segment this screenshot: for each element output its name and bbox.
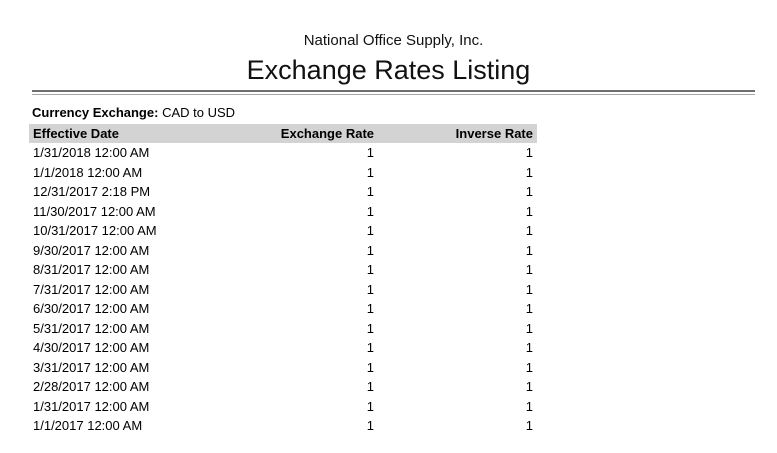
exchange-rate-cell: 1 [254, 240, 378, 260]
exchange-rate-cell: 1 [254, 260, 378, 280]
table-row: 9/30/2017 12:00 AM 1 1 [29, 240, 537, 260]
effective-date-cell: 1/1/2017 12:00 AM [29, 416, 254, 436]
effective-date-cell: 1/1/2018 12:00 AM [29, 162, 254, 182]
inverse-rate-cell: 1 [378, 299, 537, 319]
exchange-rate-cell: 1 [254, 299, 378, 319]
exchange-rate-cell: 1 [254, 279, 378, 299]
effective-date-cell: 8/31/2017 12:00 AM [29, 260, 254, 280]
inverse-rate-cell: 1 [378, 221, 537, 241]
exchange-rate-cell: 1 [254, 396, 378, 416]
effective-date-cell: 7/31/2017 12:00 AM [29, 279, 254, 299]
inverse-rate-cell: 1 [378, 162, 537, 182]
effective-date-cell: 1/31/2018 12:00 AM [29, 143, 254, 163]
table-header-row: Effective Date Exchange Rate Inverse Rat… [29, 124, 537, 143]
currency-exchange-line: Currency Exchange: CAD to USD [32, 105, 777, 121]
exchange-rate-cell: 1 [254, 201, 378, 221]
inverse-rate-cell: 1 [378, 260, 537, 280]
exchange-rate-cell: 1 [254, 416, 378, 436]
inverse-rate-cell: 1 [378, 357, 537, 377]
table-row: 5/31/2017 12:00 AM 1 1 [29, 318, 537, 338]
exchange-rate-cell: 1 [254, 182, 378, 202]
column-header-effective-date: Effective Date [29, 124, 254, 143]
table-row: 6/30/2017 12:00 AM 1 1 [29, 299, 537, 319]
exchange-rate-cell: 1 [254, 221, 378, 241]
table-body: 1/31/2018 12:00 AM 1 1 1/1/2018 12:00 AM 1 1 1… [29, 143, 537, 436]
company-name: National Office Supply, Inc. [303, 32, 484, 49]
table-row: 1/31/2018 12:00 AM 1 1 [29, 143, 537, 163]
table-row: 11/30/2017 12:00 AM 1 1 [29, 201, 537, 221]
effective-date-cell: 10/31/2017 12:00 AM [29, 221, 254, 241]
inverse-rate-cell: 1 [378, 396, 537, 416]
exchange-rates-table: Effective Date Exchange Rate Inverse Rat… [29, 124, 537, 436]
exchange-rate-cell: 1 [254, 143, 378, 163]
exchange-rate-cell: 1 [254, 357, 378, 377]
table-row: 3/31/2017 12:00 AM 1 1 [29, 357, 537, 377]
effective-date-cell: 11/30/2017 12:00 AM [29, 201, 254, 221]
inverse-rate-cell: 1 [378, 201, 537, 221]
exchange-rate-cell: 1 [254, 318, 378, 338]
effective-date-cell: 12/31/2017 2:18 PM [29, 182, 254, 202]
effective-date-cell: 4/30/2017 12:00 AM [29, 338, 254, 358]
table-row: 1/1/2017 12:00 AM 1 1 [29, 416, 537, 436]
inverse-rate-cell: 1 [378, 240, 537, 260]
inverse-rate-cell: 1 [378, 279, 537, 299]
table-row: 12/31/2017 2:18 PM 1 1 [29, 182, 537, 202]
column-header-inverse-rate: Inverse Rate [378, 124, 537, 143]
effective-date-cell: 2/28/2017 12:00 AM [29, 377, 254, 397]
effective-date-cell: 9/30/2017 12:00 AM [29, 240, 254, 260]
title-divider-rule [32, 90, 755, 95]
column-header-exchange-rate: Exchange Rate [254, 124, 378, 143]
effective-date-cell: 6/30/2017 12:00 AM [29, 299, 254, 319]
table-row: 1/31/2017 12:00 AM 1 1 [29, 396, 537, 416]
inverse-rate-cell: 1 [378, 338, 537, 358]
table-row: 1/1/2018 12:00 AM 1 1 [29, 162, 537, 182]
report-title: Exchange Rates Listing [246, 55, 531, 85]
inverse-rate-cell: 1 [378, 143, 537, 163]
effective-date-cell: 1/31/2017 12:00 AM [29, 396, 254, 416]
inverse-rate-cell: 1 [378, 377, 537, 397]
exchange-rate-cell: 1 [254, 162, 378, 182]
exchange-rate-cell: 1 [254, 377, 378, 397]
table-row: 4/30/2017 12:00 AM 1 1 [29, 338, 537, 358]
table-row: 2/28/2017 12:00 AM 1 1 [29, 377, 537, 397]
exchange-rate-cell: 1 [254, 338, 378, 358]
currency-exchange-value: CAD to USD [162, 105, 236, 120]
inverse-rate-cell: 1 [378, 182, 537, 202]
table-row: 10/31/2017 12:00 AM 1 1 [29, 221, 537, 241]
effective-date-cell: 5/31/2017 12:00 AM [29, 318, 254, 338]
inverse-rate-cell: 1 [378, 318, 537, 338]
table-row: 7/31/2017 12:00 AM 1 1 [29, 279, 537, 299]
effective-date-cell: 3/31/2017 12:00 AM [29, 357, 254, 377]
inverse-rate-cell: 1 [378, 416, 537, 436]
table-row: 8/31/2017 12:00 AM 1 1 [29, 260, 537, 280]
currency-exchange-label: Currency Exchange: [32, 105, 159, 120]
